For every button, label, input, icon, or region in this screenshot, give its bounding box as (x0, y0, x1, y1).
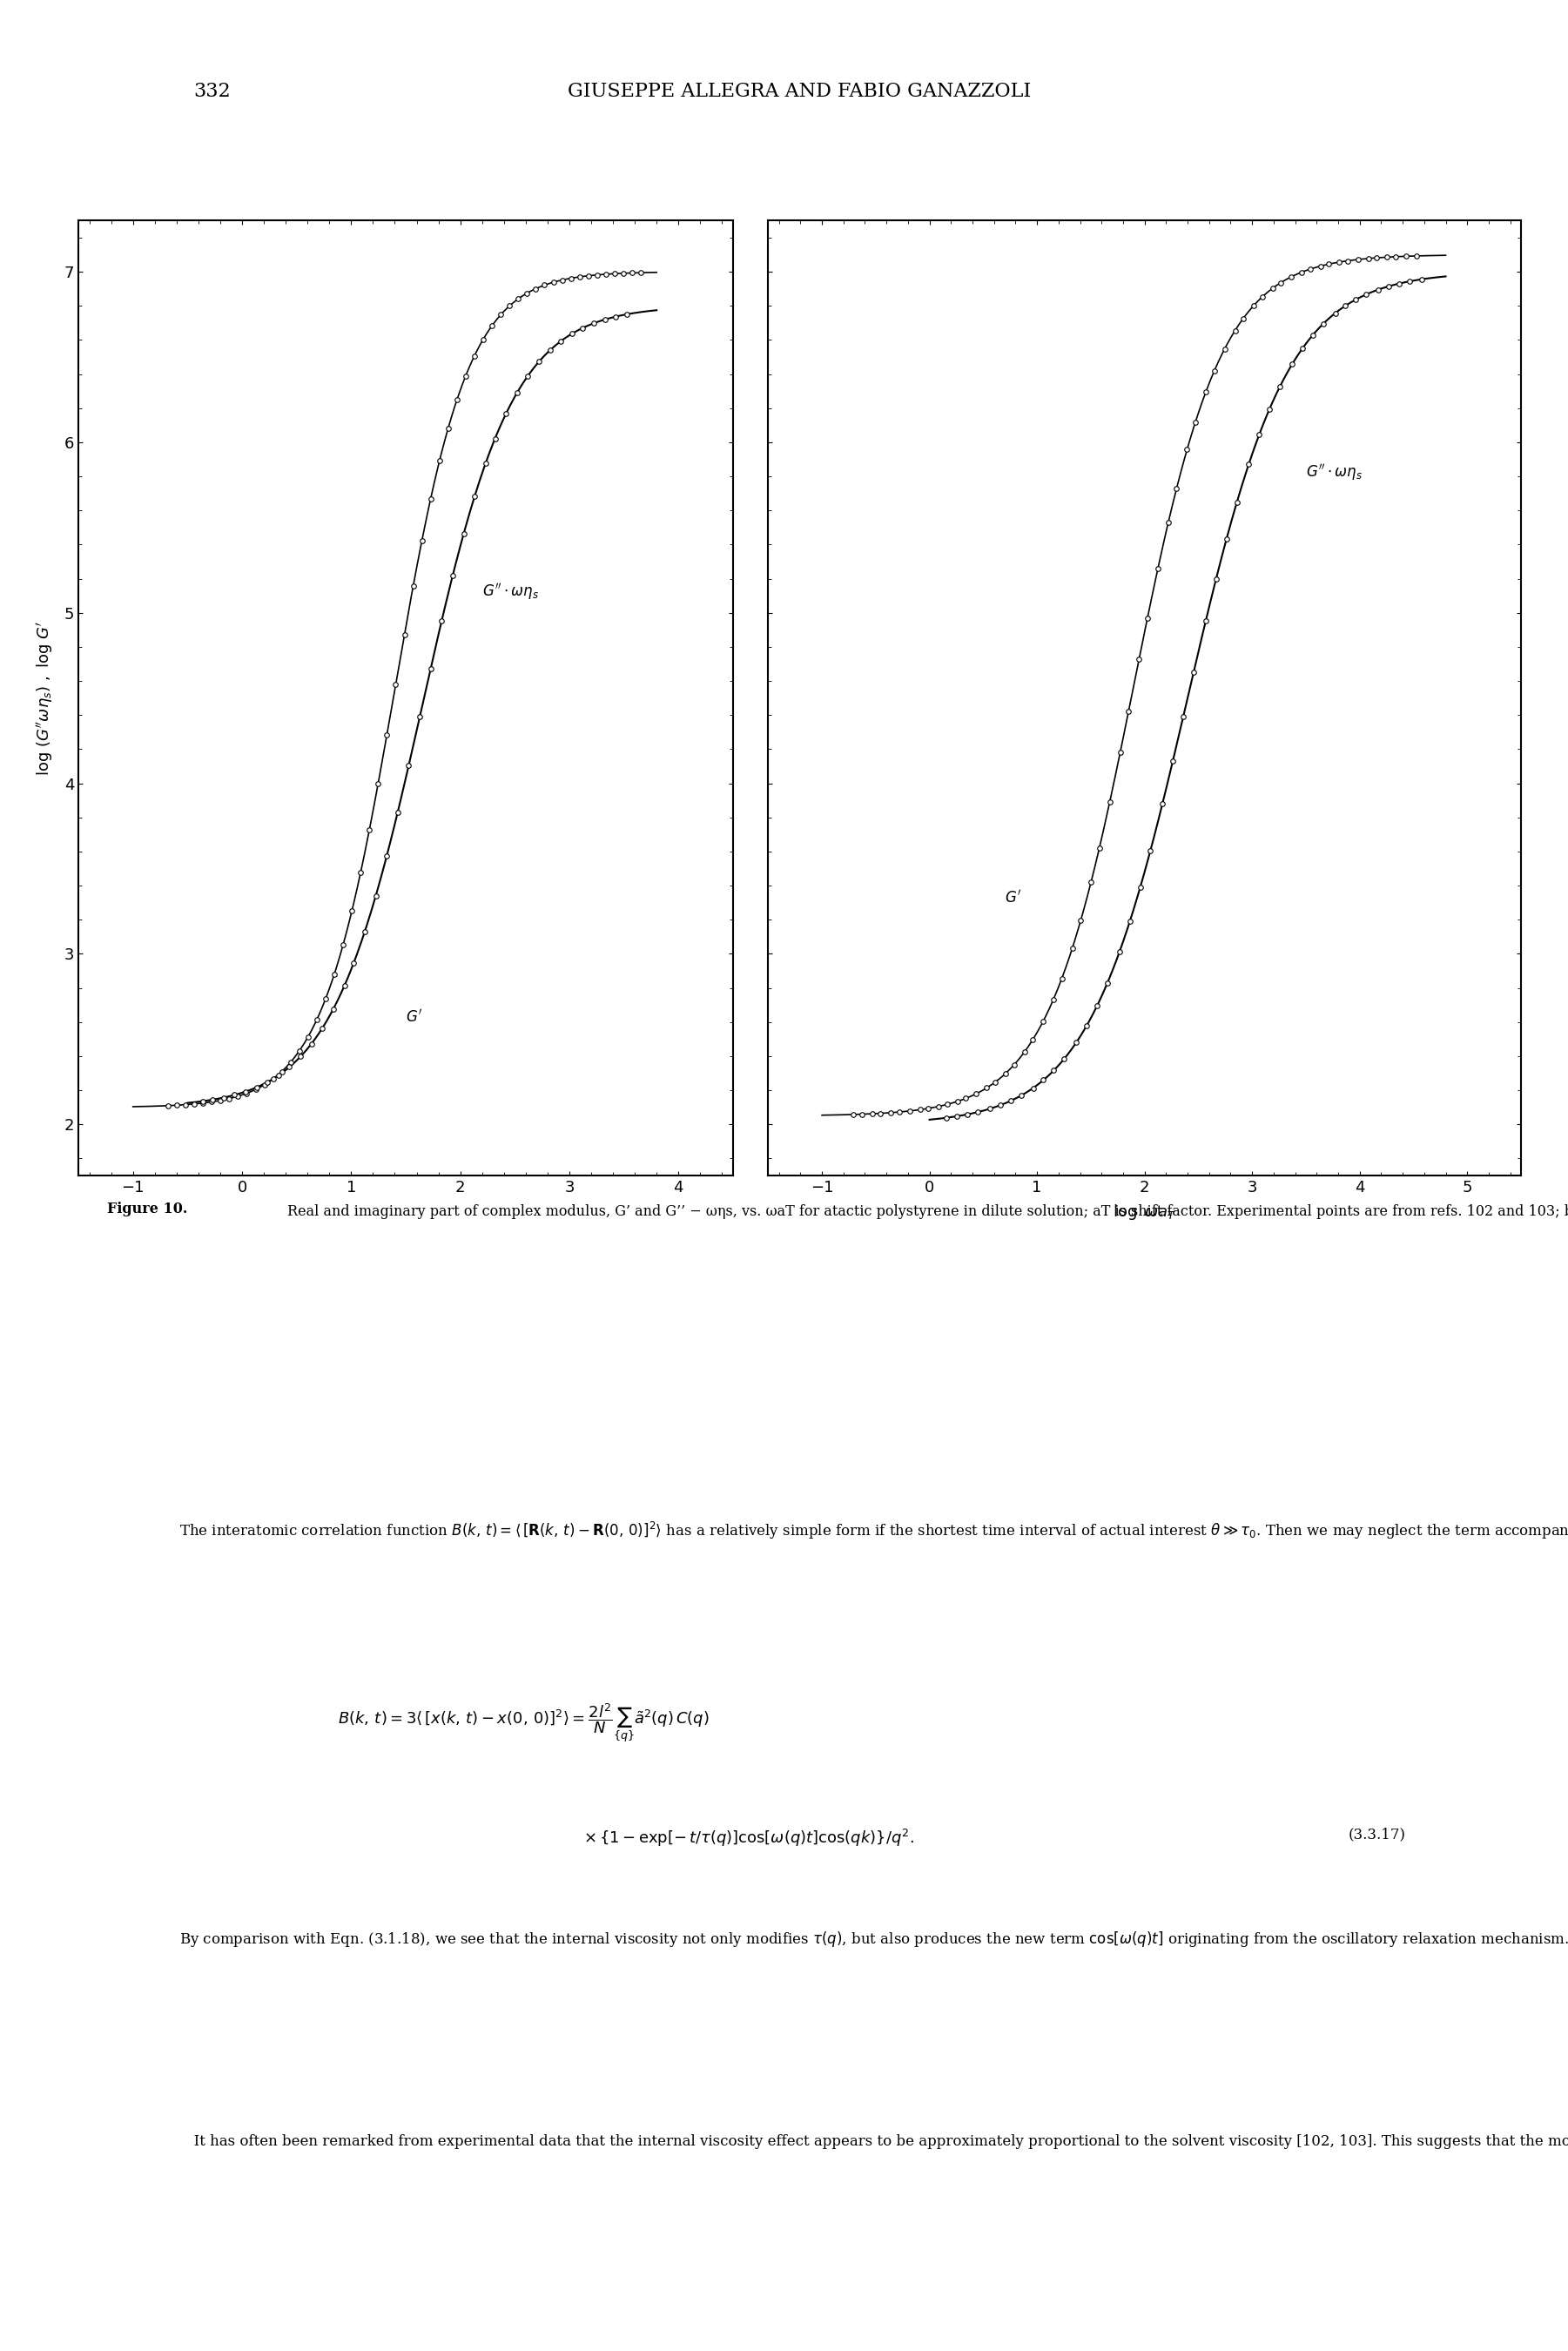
Text: $\times\,\{1 - \exp[-\,t/\tau(q)]\cos[\omega(q)t]\cos(qk)\}/q^2.$: $\times\,\{1 - \exp[-\,t/\tau(q)]\cos[\o… (583, 1827, 914, 1848)
Text: (3.3.17): (3.3.17) (1348, 1827, 1405, 1843)
Text: 332: 332 (194, 82, 230, 101)
Text: $G''\cdot\omega\eta_s$: $G''\cdot\omega\eta_s$ (1306, 463, 1363, 482)
Text: By comparison with Eqn. (3.1.18), we see that the internal viscosity not only mo: By comparison with Eqn. (3.1.18), we see… (179, 1930, 1568, 1949)
Text: $G'$: $G'$ (1005, 889, 1021, 905)
Text: Real and imaginary part of complex modulus, G’ and G’’ − ωηs, vs. ωaT for atacti: Real and imaginary part of complex modul… (287, 1201, 1568, 1220)
Text: $G'$: $G'$ (406, 1009, 422, 1025)
Text: GIUSEPPE ALLEGRA AND FABIO GANAZZOLI: GIUSEPPE ALLEGRA AND FABIO GANAZZOLI (568, 82, 1032, 101)
Text: $G''\cdot\omega\eta_s$: $G''\cdot\omega\eta_s$ (481, 581, 539, 602)
Text: $B(k,\,t) = 3\langle\,[x(k,\,t) - x(0,\,0)]^2\rangle = \dfrac{2l^2}{N}\sum_{\{q\: $B(k,\,t) = 3\langle\,[x(k,\,t) - x(0,\,… (339, 1702, 710, 1744)
Text: It has often been remarked from experimental data that the internal viscosity ef: It has often been remarked from experime… (179, 2135, 1568, 2149)
Text: The interatomic correlation function $B(k,\,t) = \langle\,[\mathbf{R}(k,\,t) - \: The interatomic correlation function $B(… (179, 1521, 1568, 1542)
X-axis label: $\log\ \omega a_T$: $\log\ \omega a_T$ (1113, 1204, 1176, 1223)
Y-axis label: $\log\,(G''\omega\eta_s)\ ,\ \log\,G'$: $\log\,(G''\omega\eta_s)\ ,\ \log\,G'$ (34, 621, 55, 776)
Text: Figure 10.: Figure 10. (107, 1201, 188, 1218)
